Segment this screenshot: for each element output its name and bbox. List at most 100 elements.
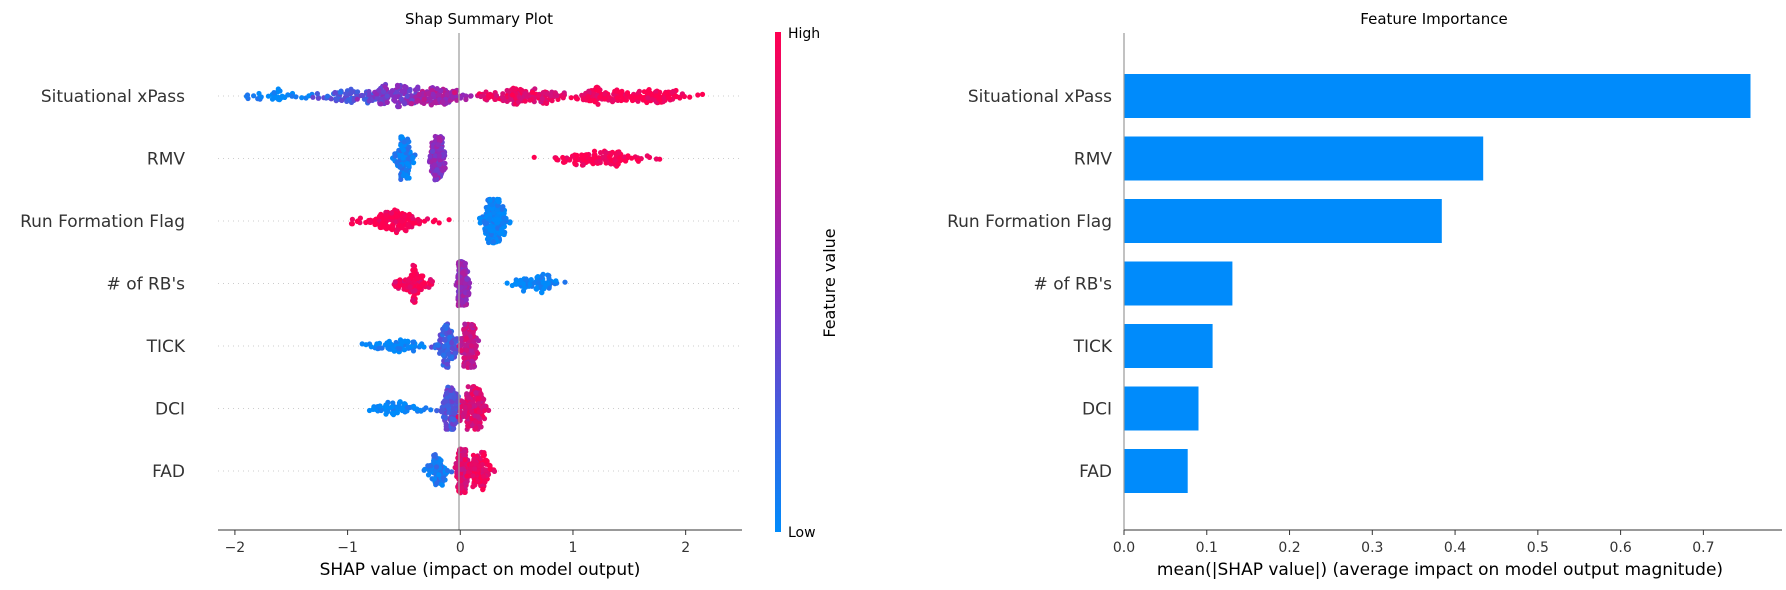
beeswarm-dot xyxy=(699,91,706,97)
beeswarm-dot xyxy=(410,220,416,226)
beeswarm-dot xyxy=(581,154,588,160)
summary-feature-label: TICK xyxy=(146,337,186,357)
beeswarm-dot xyxy=(397,164,403,170)
beeswarm-dot xyxy=(429,148,436,155)
beeswarm-dot xyxy=(444,323,450,329)
beeswarm-dot xyxy=(446,329,452,335)
importance-x-tick-label: 0.4 xyxy=(1444,540,1466,556)
beeswarm-dot xyxy=(632,94,639,100)
beeswarm-dot xyxy=(384,99,390,105)
beeswarm-dot xyxy=(458,284,464,290)
beeswarm-dot xyxy=(440,352,446,358)
beeswarm-dot xyxy=(425,90,432,97)
beeswarm-dot xyxy=(391,348,397,354)
beeswarm-dot xyxy=(360,92,366,99)
summary-feature-label: Situational xPass xyxy=(41,87,185,107)
beeswarm-dot xyxy=(430,91,436,97)
beeswarm-dot xyxy=(389,226,395,233)
beeswarm-dot xyxy=(314,91,320,97)
beeswarm-dot xyxy=(665,94,671,100)
beeswarm-dot xyxy=(432,153,438,159)
beeswarm-dot xyxy=(477,215,483,221)
beeswarm-dot xyxy=(310,94,316,100)
beeswarm-dot xyxy=(463,480,469,486)
importance-x-tick-label: 0.1 xyxy=(1196,540,1218,556)
beeswarm-dot xyxy=(591,98,598,104)
beeswarm-dot xyxy=(539,96,545,102)
beeswarm-dot xyxy=(402,213,408,219)
importance-feature-label: RMV xyxy=(1074,150,1112,170)
beeswarm-dot xyxy=(450,417,456,423)
beeswarm-dot xyxy=(531,154,537,160)
beeswarm-dot xyxy=(349,216,355,222)
beeswarm-dot xyxy=(522,91,529,97)
beeswarm-dot xyxy=(401,283,407,289)
beeswarm-dot xyxy=(404,93,410,99)
beeswarm-dot xyxy=(483,457,489,463)
beeswarm-dot xyxy=(598,150,604,156)
beeswarm-dot xyxy=(366,88,372,95)
beeswarm-dot xyxy=(463,331,469,338)
beeswarm-dot xyxy=(433,464,440,470)
beeswarm-dot xyxy=(681,93,688,100)
beeswarm-dot xyxy=(448,388,454,394)
beeswarm-dot xyxy=(343,91,349,97)
beeswarm-dot xyxy=(471,456,477,463)
beeswarm-dot xyxy=(396,403,402,409)
beeswarm-dot xyxy=(299,95,305,101)
beeswarm-dot xyxy=(468,322,474,329)
beeswarm-dot xyxy=(333,96,339,102)
beeswarm-dot xyxy=(548,93,554,99)
colorbar-gradient xyxy=(775,32,781,532)
beeswarm-dot xyxy=(440,99,446,105)
beeswarm-dot xyxy=(462,260,468,267)
beeswarm-dot xyxy=(422,466,428,472)
beeswarm-dot xyxy=(438,457,444,464)
beeswarm-dot xyxy=(562,279,568,285)
beeswarm-dot xyxy=(476,409,482,415)
beeswarm-dot xyxy=(458,466,465,472)
beeswarm-dot xyxy=(541,286,547,292)
summary-x-axis-label: SHAP value (impact on model output) xyxy=(320,560,641,580)
beeswarm-dot xyxy=(459,485,465,491)
beeswarm-dot xyxy=(380,89,387,95)
beeswarm-dot xyxy=(399,225,405,231)
beeswarm-dot xyxy=(646,87,652,93)
beeswarm-dot xyxy=(417,285,423,291)
beeswarm-dot xyxy=(454,97,460,103)
beeswarm-dot xyxy=(468,343,474,349)
beeswarm-dot xyxy=(427,153,433,159)
beeswarm-dot xyxy=(606,154,613,160)
beeswarm-dot xyxy=(509,92,515,98)
beeswarm-dot xyxy=(472,482,478,488)
summary-plot-title: Shap Summary Plot xyxy=(405,10,553,28)
colorbar-low-label: Low xyxy=(788,525,816,541)
beeswarm-dot xyxy=(445,403,451,409)
beeswarm-dot xyxy=(399,339,405,345)
beeswarm-dot xyxy=(390,400,396,406)
beeswarm-dot xyxy=(392,94,398,100)
summary-x-tick-label: 0 xyxy=(456,540,465,556)
beeswarm-dot xyxy=(587,156,593,162)
beeswarm-dot xyxy=(439,409,445,415)
feature-importance-panel: Feature Importance Situational xPass RMV R… xyxy=(947,10,1782,580)
importance-x-tick-label: 0.0 xyxy=(1113,540,1135,556)
beeswarm-dot xyxy=(485,92,492,98)
beeswarm-dot xyxy=(410,262,416,268)
importance-feature-label: DCI xyxy=(1082,400,1112,420)
beeswarm-dot xyxy=(480,487,486,493)
beeswarm-dot xyxy=(555,96,561,102)
beeswarm-dot xyxy=(552,90,558,96)
beeswarm-dot xyxy=(403,167,409,173)
beeswarm-dot xyxy=(399,134,405,140)
beeswarm-dot xyxy=(597,158,603,164)
beeswarm-dot xyxy=(467,280,473,286)
beeswarm-dot xyxy=(480,453,487,459)
beeswarm-dot xyxy=(328,96,334,102)
beeswarm-dot xyxy=(673,94,679,100)
beeswarm-dot xyxy=(359,341,365,347)
importance-feature-label: TICK xyxy=(1073,337,1113,357)
beeswarm-dot xyxy=(458,336,464,342)
beeswarm-dot xyxy=(382,84,388,90)
beeswarm-dot xyxy=(546,273,552,279)
